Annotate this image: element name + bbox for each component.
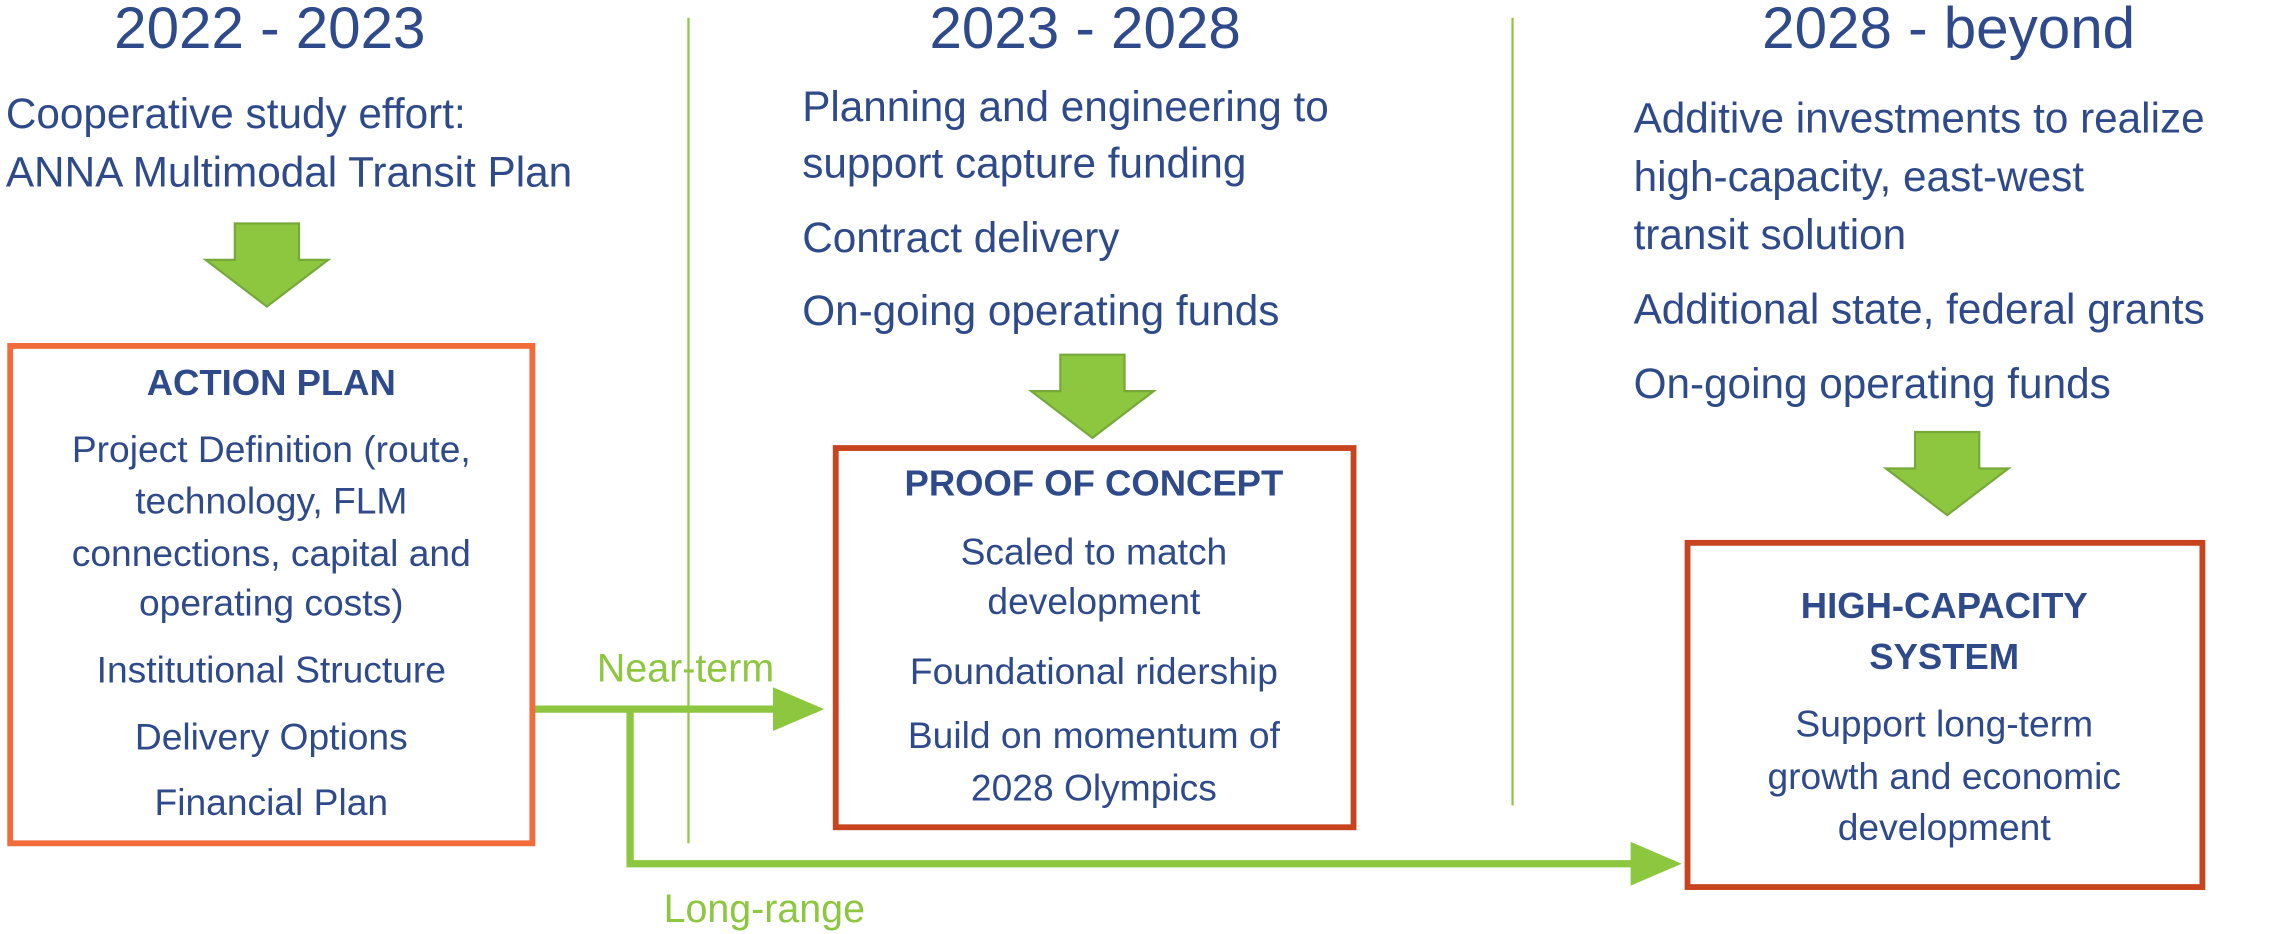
box-item: operating costs)	[139, 581, 404, 623]
box-item: development	[1838, 806, 2052, 848]
intro-line: On-going operating funds	[802, 287, 1279, 334]
intro-line: support capture funding	[802, 140, 1246, 187]
box-item: technology, FLM	[135, 479, 407, 521]
box-item: growth and economic	[1767, 755, 2120, 797]
heading: 2028 - beyond	[1762, 0, 2135, 61]
box-item: Institutional Structure	[97, 648, 446, 690]
long-range-arrow	[626, 709, 1682, 886]
down-arrow	[202, 222, 332, 308]
box-item: Support long-term	[1795, 702, 2093, 744]
intro-line: Planning and engineering to	[802, 83, 1329, 130]
long-range-label: Long-range	[664, 887, 865, 931]
intro-line: high-capacity, east-west	[1634, 153, 2085, 200]
box	[832, 445, 1357, 831]
box-item: Scaled to match	[961, 530, 1228, 572]
intro-line: transit solution	[1634, 211, 1907, 258]
box-item: Project Definition (route,	[72, 428, 471, 470]
intro-line: On-going operating funds	[1634, 360, 2111, 407]
box-title: HIGH-CAPACITY	[1801, 585, 2088, 626]
intro-line: ANNA Multimodal Transit Plan	[6, 148, 572, 195]
box	[7, 343, 536, 847]
box-title: PROOF OF CONCEPT	[905, 463, 1284, 504]
intro-line: Additional state, federal grants	[1634, 286, 2205, 333]
box-item: Financial Plan	[154, 781, 388, 823]
down-arrow	[1027, 353, 1157, 440]
columns: 2022 - 2023 Cooperative study effort: ANNA…	[6, 0, 2206, 890]
intro-line: Contract delivery	[802, 214, 1120, 261]
intro-line: Additive investments to realize	[1634, 94, 2205, 141]
box-item: Foundational ridership	[910, 650, 1278, 692]
box-title: ACTION PLAN	[147, 362, 396, 403]
box	[1684, 539, 2206, 890]
heading: 2023 - 2028	[929, 0, 1240, 61]
intro-line: Cooperative study effort:	[6, 90, 466, 137]
box-item: 2028 Olympics	[971, 767, 1217, 809]
box-item: Build on momentum of	[908, 714, 1281, 756]
box-item: Delivery Options	[135, 716, 408, 758]
box-item: development	[987, 580, 1201, 622]
heading: 2022 - 2023	[114, 0, 425, 61]
box-item: connections, capital and	[72, 532, 471, 574]
near-term-label: Near-term	[597, 647, 774, 691]
box-title: SYSTEM	[1869, 636, 2019, 677]
down-arrow	[1882, 430, 2012, 517]
